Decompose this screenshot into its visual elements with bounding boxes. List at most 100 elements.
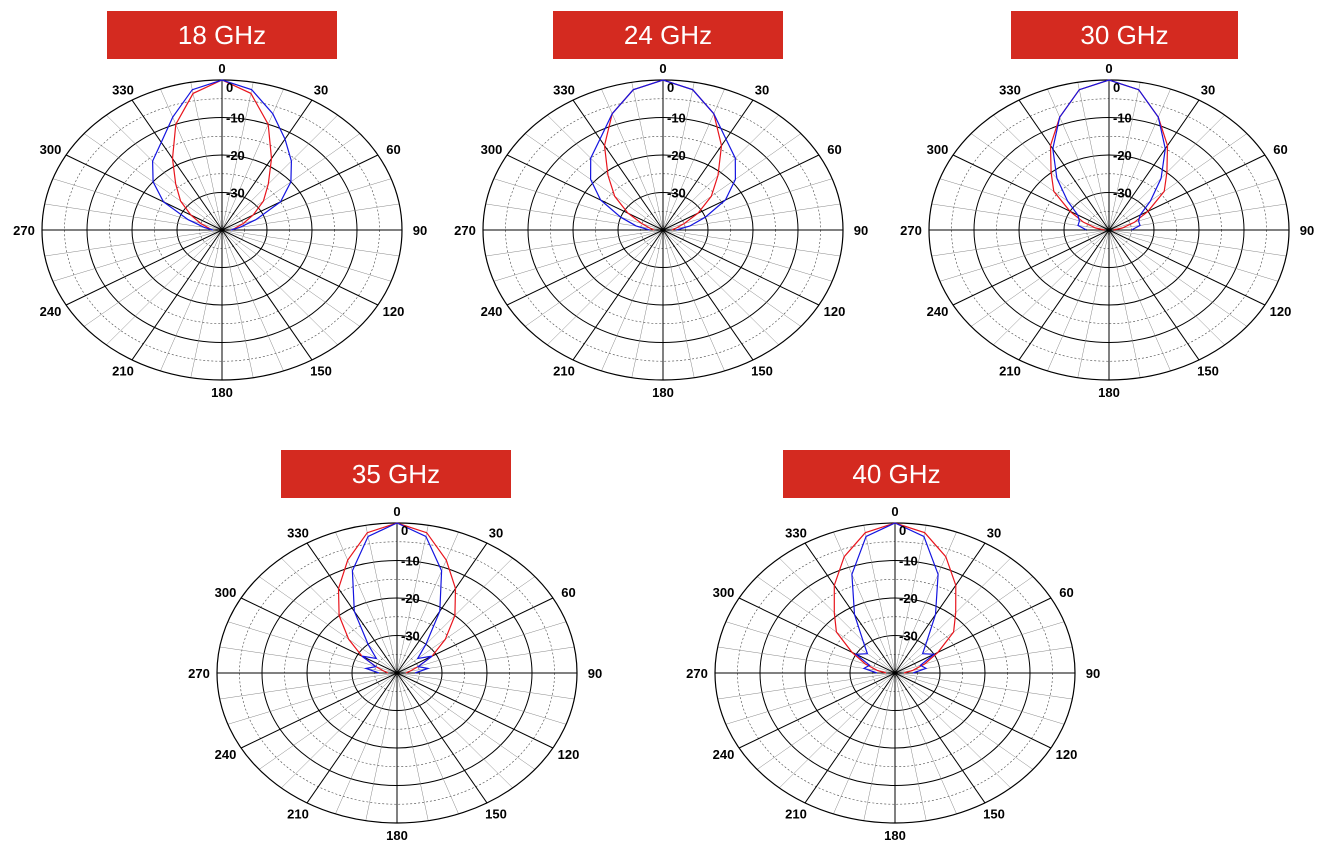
angle-tick-label: 0 — [393, 504, 400, 519]
major-grid-spoke — [396, 597, 554, 674]
angle-tick-label: 330 — [999, 83, 1021, 98]
radial-tick-label: 0 — [401, 523, 408, 538]
angle-tick-label: 90 — [588, 666, 602, 681]
major-grid-spoke — [396, 672, 488, 804]
minor-grid-spoke — [631, 229, 664, 378]
pattern-series-line — [1052, 79, 1166, 231]
minor-grid-spoke — [1108, 229, 1171, 372]
angle-tick-label: 0 — [891, 504, 898, 519]
minor-grid-spoke — [662, 229, 833, 282]
minor-grid-spoke — [221, 203, 400, 231]
angle-tick-label: 210 — [112, 363, 134, 378]
major-grid-spoke — [662, 229, 754, 361]
angle-tick-label: 0 — [1105, 61, 1112, 76]
minor-grid-spoke — [160, 229, 223, 372]
minor-grid-spoke — [335, 531, 398, 674]
minor-grid-spoke — [396, 672, 429, 821]
minor-grid-spoke — [106, 229, 223, 346]
minor-grid-spoke — [1077, 229, 1110, 378]
minor-grid-spoke — [833, 531, 896, 674]
major-grid-spoke — [894, 542, 986, 674]
angle-tick-label: 300 — [481, 142, 503, 157]
radial-tick-label: -30 — [401, 629, 420, 644]
minor-grid-spoke — [662, 133, 802, 231]
major-grid-spoke — [1018, 99, 1110, 231]
minor-grid-spoke — [894, 672, 927, 821]
minor-grid-spoke — [1108, 229, 1141, 378]
minor-grid-spoke — [894, 525, 927, 674]
minor-grid-spoke — [221, 229, 400, 257]
minor-grid-spoke — [662, 229, 802, 327]
minor-grid-spoke — [601, 229, 664, 372]
minor-grid-spoke — [993, 229, 1110, 346]
minor-grid-spoke — [970, 229, 1110, 327]
minor-grid-spoke — [931, 229, 1110, 257]
angle-tick-label: 300 — [40, 142, 62, 157]
angle-tick-label: 60 — [1059, 585, 1073, 600]
minor-grid-spoke — [221, 82, 254, 231]
angle-tick-label: 330 — [112, 83, 134, 98]
angle-tick-label: 240 — [481, 304, 503, 319]
minor-grid-spoke — [779, 672, 896, 789]
angle-tick-label: 270 — [454, 223, 476, 238]
minor-grid-spoke — [894, 576, 1034, 674]
minor-grid-spoke — [44, 203, 223, 231]
minor-grid-spoke — [221, 178, 392, 231]
angle-tick-label: 30 — [987, 526, 1001, 541]
minor-grid-spoke — [1108, 229, 1287, 257]
radial-tick-label: -10 — [1113, 111, 1132, 126]
minor-grid-spoke — [396, 672, 536, 770]
angle-tick-label: 60 — [386, 142, 400, 157]
minor-grid-spoke — [1108, 229, 1279, 282]
minor-grid-spoke — [52, 178, 223, 231]
pattern-series-line — [589, 79, 737, 231]
major-grid-spoke — [952, 229, 1110, 306]
radial-tick-label: -20 — [1113, 148, 1132, 163]
minor-grid-spoke — [485, 203, 664, 231]
angle-tick-label: 0 — [659, 61, 666, 76]
minor-grid-spoke — [83, 229, 223, 327]
minor-grid-spoke — [756, 576, 896, 674]
minor-grid-spoke — [1077, 82, 1110, 231]
angle-tick-label: 90 — [1086, 666, 1100, 681]
minor-grid-spoke — [281, 672, 398, 789]
pattern-series-line — [351, 522, 443, 674]
minor-grid-spoke — [221, 229, 392, 282]
angle-tick-label: 270 — [188, 666, 210, 681]
minor-grid-spoke — [662, 88, 725, 231]
minor-grid-spoke — [894, 672, 1073, 700]
angle-tick-label: 150 — [310, 363, 332, 378]
angle-tick-label: 150 — [983, 806, 1005, 821]
major-grid-spoke — [306, 672, 398, 804]
frequency-banner: 24 GHz — [553, 11, 783, 59]
minor-grid-spoke — [160, 88, 223, 231]
major-grid-spoke — [1108, 229, 1266, 306]
radial-tick-label: 0 — [667, 80, 674, 95]
angle-tick-label: 270 — [686, 666, 708, 681]
minor-grid-spoke — [52, 229, 223, 282]
minor-grid-spoke — [493, 178, 664, 231]
angle-tick-label: 150 — [751, 363, 773, 378]
minor-grid-spoke — [1047, 229, 1110, 372]
major-grid-spoke — [1108, 154, 1266, 231]
minor-grid-spoke — [725, 672, 896, 725]
major-grid-spoke — [738, 672, 896, 749]
angle-tick-label: 120 — [1270, 304, 1292, 319]
angle-tick-label: 330 — [553, 83, 575, 98]
radial-tick-label: -20 — [899, 591, 918, 606]
minor-grid-spoke — [396, 672, 513, 789]
major-grid-spoke — [572, 229, 664, 361]
angle-tick-label: 120 — [1056, 747, 1078, 762]
minor-grid-spoke — [258, 576, 398, 674]
minor-grid-spoke — [894, 531, 957, 674]
major-grid-spoke — [240, 672, 398, 749]
major-grid-spoke — [131, 99, 223, 231]
radial-tick-label: -30 — [667, 186, 686, 201]
minor-grid-spoke — [106, 114, 223, 231]
minor-grid-spoke — [221, 114, 338, 231]
minor-grid-spoke — [227, 672, 398, 725]
minor-grid-spoke — [779, 557, 896, 674]
